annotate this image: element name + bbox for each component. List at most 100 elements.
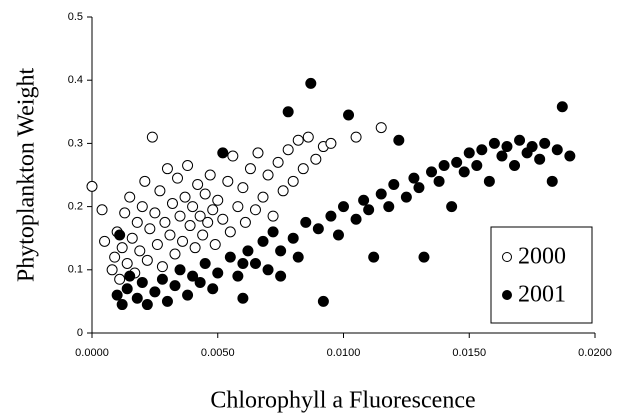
point	[209, 239, 221, 251]
point	[149, 207, 161, 219]
point	[272, 156, 284, 168]
series	[86, 122, 387, 285]
point	[119, 207, 131, 219]
point	[146, 131, 158, 143]
legend-box	[490, 226, 593, 324]
point	[332, 229, 344, 241]
point	[86, 180, 98, 192]
point	[275, 270, 287, 282]
point	[292, 251, 304, 263]
point	[121, 283, 133, 295]
point	[96, 204, 108, 216]
point	[159, 216, 171, 228]
point	[338, 201, 349, 213]
point	[156, 261, 168, 273]
point	[312, 223, 324, 235]
point	[164, 229, 176, 241]
point	[151, 239, 163, 251]
point	[114, 273, 126, 285]
point	[325, 137, 337, 149]
point	[141, 254, 153, 266]
point	[182, 289, 194, 301]
point	[292, 134, 304, 146]
point	[217, 147, 229, 159]
point	[277, 185, 289, 197]
point	[194, 210, 206, 222]
y-tick-label: 0	[77, 327, 83, 339]
point	[343, 109, 355, 121]
point	[458, 166, 470, 178]
point	[139, 175, 151, 187]
point	[375, 188, 387, 200]
point	[169, 248, 181, 260]
point	[192, 178, 204, 190]
point	[179, 191, 191, 203]
point	[305, 77, 317, 89]
point	[275, 245, 287, 257]
point	[154, 185, 166, 197]
point	[282, 144, 294, 156]
point	[375, 122, 387, 134]
point	[300, 216, 312, 228]
point	[413, 182, 425, 194]
point	[393, 134, 405, 146]
point	[237, 292, 249, 304]
point	[212, 267, 224, 279]
legend-marker	[502, 290, 512, 300]
x-tick-label: 0.0000	[75, 347, 109, 359]
point	[267, 210, 279, 222]
y-tick-label: 0.3	[68, 137, 83, 149]
point	[317, 295, 329, 307]
point	[257, 191, 269, 203]
y-tick-label: 0.2	[68, 201, 83, 213]
point	[109, 251, 121, 263]
point	[204, 169, 216, 181]
point	[187, 270, 199, 282]
point	[302, 131, 314, 143]
point	[526, 141, 538, 153]
point	[136, 276, 148, 288]
point	[227, 150, 239, 162]
point	[363, 204, 375, 216]
legend-marker	[502, 252, 512, 262]
point	[202, 216, 214, 228]
point	[99, 235, 111, 247]
point	[217, 213, 229, 225]
point	[134, 245, 146, 257]
point	[121, 257, 133, 269]
point	[212, 194, 224, 206]
x-tick-label: 0.0100	[327, 347, 361, 359]
point	[207, 204, 219, 216]
point	[156, 273, 168, 285]
point	[239, 216, 251, 228]
point	[189, 242, 201, 254]
point	[114, 229, 126, 241]
point	[496, 150, 508, 162]
point	[161, 295, 173, 307]
point	[224, 251, 236, 263]
legend-label: 2001	[518, 282, 566, 308]
point	[488, 137, 500, 149]
point	[237, 182, 249, 194]
point	[509, 160, 521, 172]
point	[174, 210, 186, 222]
point	[368, 251, 380, 263]
point	[476, 144, 488, 156]
point	[483, 175, 495, 187]
point	[237, 257, 249, 269]
point	[244, 163, 256, 175]
point	[287, 175, 299, 187]
point	[539, 137, 551, 149]
point	[111, 289, 123, 301]
point	[222, 175, 234, 187]
point	[197, 229, 209, 241]
series	[111, 77, 576, 311]
point	[166, 197, 178, 209]
point	[249, 204, 261, 216]
point	[224, 226, 236, 238]
point	[131, 216, 143, 228]
point	[149, 286, 161, 298]
x-tick-label: 0.0200	[578, 347, 612, 359]
x-tick-label: 0.0050	[201, 347, 235, 359]
